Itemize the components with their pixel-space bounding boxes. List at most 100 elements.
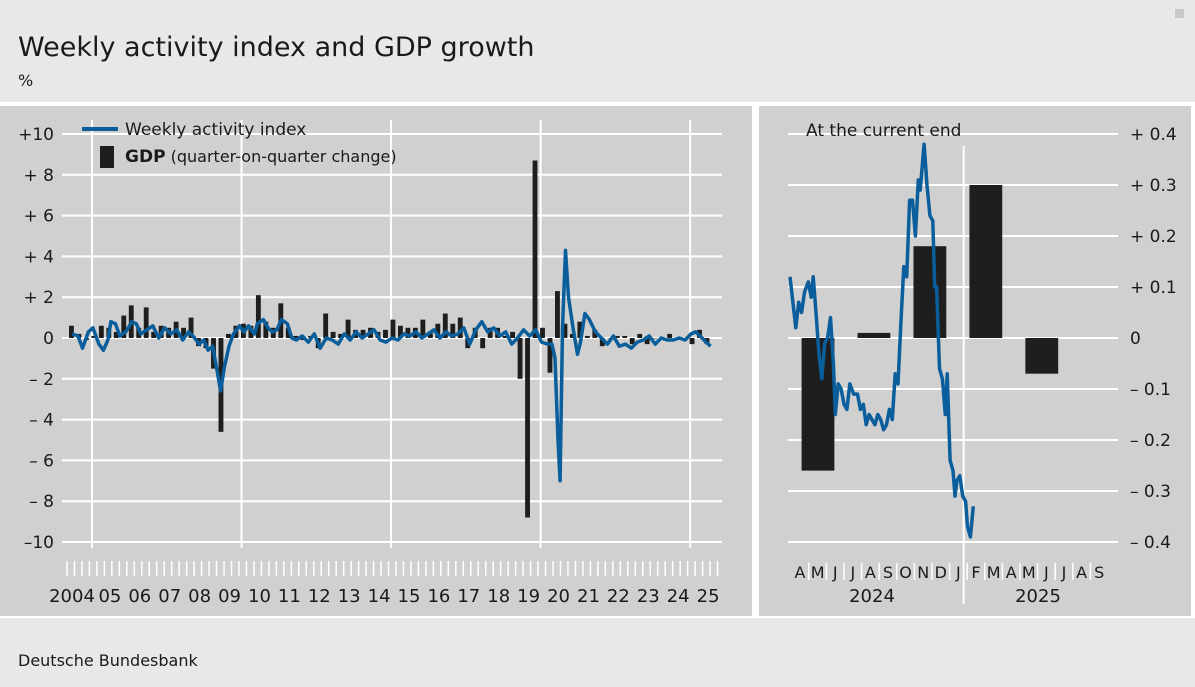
gdp-bar xyxy=(502,335,508,338)
x-year-label: 11 xyxy=(278,586,301,607)
y-tick-label: 0 xyxy=(43,329,54,349)
gdp-bar xyxy=(405,327,411,338)
x-month-label: M xyxy=(811,563,825,582)
gdp-bar xyxy=(390,319,396,338)
gdp-bar xyxy=(181,327,187,338)
unit-label: % xyxy=(18,71,34,90)
gdp-bar xyxy=(427,331,433,338)
x-month-label: J xyxy=(849,563,855,582)
left-panel xyxy=(0,106,752,616)
y-tick-label: + 0.1 xyxy=(1130,278,1177,298)
legend-index-label: Weekly activity index xyxy=(125,120,306,140)
gdp-bar xyxy=(442,313,448,338)
gdp-bar xyxy=(599,338,605,347)
x-year-label: 15 xyxy=(398,586,421,607)
gdp-bar xyxy=(330,331,336,338)
y-tick-label: + 6 xyxy=(24,207,54,227)
gdp-bar xyxy=(69,325,74,338)
y-tick-label: 0 xyxy=(1130,329,1141,349)
right-axis-labels: + 0.4 + 0.3 + 0.2 + 0.1 0 – 0.1 – 0.2 – 0.3 – 0.… xyxy=(795,125,1177,607)
gdp-bar xyxy=(510,331,516,338)
gdp-bar xyxy=(338,333,344,338)
gdp-bar xyxy=(532,160,538,338)
right-gridlines xyxy=(788,133,1118,604)
x-year-label: 21 xyxy=(577,586,600,607)
gdp-bar xyxy=(188,317,194,338)
gdp-bar xyxy=(969,185,1003,338)
gdp-bar xyxy=(637,333,643,338)
legend-gdp-label: GDP (quarter-on-quarter change) xyxy=(125,147,397,167)
y-tick-label: – 0.1 xyxy=(1130,380,1171,400)
x-year-label: 18 xyxy=(487,586,510,607)
gdp-bar xyxy=(592,329,598,338)
gdp-bar xyxy=(420,319,426,338)
x-month-label: S xyxy=(883,563,893,582)
gdp-bar xyxy=(98,325,104,338)
gdp-bar xyxy=(857,332,891,338)
y-tick-label: + 4 xyxy=(24,247,54,267)
gdp-bar xyxy=(480,338,486,349)
gdp-bar xyxy=(517,338,523,379)
gdp-bar xyxy=(913,246,947,338)
gdp-bar xyxy=(263,321,269,338)
gdp-bar xyxy=(547,338,553,373)
y-tick-label: – 6 xyxy=(29,451,54,471)
left-gdp-bars xyxy=(69,160,710,518)
index-line xyxy=(788,142,976,539)
gdp-bar xyxy=(577,321,583,338)
x-month-label: A xyxy=(865,563,876,582)
x-year-label: 06 xyxy=(128,586,151,607)
y-tick-label: + 0.2 xyxy=(1130,227,1177,247)
x-year-label: 14 xyxy=(368,586,391,607)
gdp-bar xyxy=(555,291,560,338)
legend: Weekly activity index GDP (quarter-on-qu… xyxy=(82,120,397,168)
x-month-label: J xyxy=(1043,563,1049,582)
gdp-bar xyxy=(689,338,695,345)
gdp-bar xyxy=(398,325,403,338)
gdp-bar xyxy=(667,333,673,338)
x-year-label: 2025 xyxy=(1015,586,1061,607)
left-gridlines xyxy=(62,120,722,576)
source-note: Deutsche Bundesbank xyxy=(18,651,198,670)
left-axis-labels: +10 + 8 + 6 + 4 + 2 0 – 2 – 4 – 6 – 8 –10 2004 05 06 0… xyxy=(18,125,719,607)
x-year-label: 09 xyxy=(218,586,241,607)
y-tick-label: – 0.2 xyxy=(1130,431,1171,451)
gdp-bar xyxy=(540,327,545,338)
y-tick-label: – 2 xyxy=(29,370,54,390)
y-tick-label: – 4 xyxy=(29,411,54,431)
x-year-label: 25 xyxy=(697,586,720,607)
right-gdp-bars xyxy=(801,185,1059,471)
left-index-line xyxy=(71,248,712,483)
x-month-label: D xyxy=(935,563,947,582)
x-month-label: M xyxy=(987,563,1001,582)
x-month-label: J xyxy=(955,563,961,582)
gdp-bar xyxy=(360,329,366,338)
y-tick-label: – 0.4 xyxy=(1130,533,1171,553)
x-year-label: 16 xyxy=(427,586,450,607)
gdp-bar xyxy=(345,319,351,338)
x-month-label: A xyxy=(1076,563,1087,582)
y-tick-label: + 8 xyxy=(24,166,54,186)
y-tick-label: + 0.4 xyxy=(1130,125,1177,145)
y-tick-label: –10 xyxy=(24,533,54,553)
gdp-bar xyxy=(525,338,530,518)
gdp-bar xyxy=(569,333,575,338)
y-tick-label: – 0.3 xyxy=(1130,482,1171,502)
x-month-label: N xyxy=(917,563,929,582)
x-year-label: 23 xyxy=(637,586,660,607)
x-month-label: O xyxy=(899,563,912,582)
legend-gdp-bold: GDP xyxy=(125,147,166,167)
x-month-label: J xyxy=(1061,563,1067,582)
gdp-bar xyxy=(1025,338,1059,374)
legend-bar-marker xyxy=(100,146,114,168)
gdp-bar xyxy=(151,331,157,338)
gdp-bar xyxy=(143,307,149,338)
gdp-bar xyxy=(226,333,231,338)
y-tick-label: +10 xyxy=(18,125,54,145)
gdp-bar xyxy=(614,335,620,338)
gdp-bar xyxy=(113,331,119,338)
right-index-line xyxy=(788,142,976,539)
chart-title: Weekly activity index and GDP growth xyxy=(18,32,535,64)
gdp-bar xyxy=(383,329,388,338)
gdp-bar xyxy=(255,295,261,338)
